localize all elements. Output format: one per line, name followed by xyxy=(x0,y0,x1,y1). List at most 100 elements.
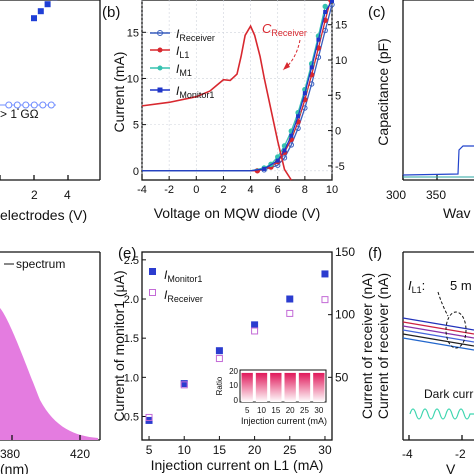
panel-e-monitor1-marker xyxy=(251,321,259,329)
panel-b-series-marker xyxy=(275,158,280,163)
panel-e-inset-y-axis-label: Ratio xyxy=(215,376,224,395)
panel-b-series-line xyxy=(141,24,292,181)
panel-e-inset-xtick-label: 25 xyxy=(300,406,309,415)
panel-f-curve-5 xyxy=(402,333,474,347)
panel-e-inset-ytick-10: 10 xyxy=(229,381,238,390)
panel-e-ytick-label: 2.0 xyxy=(124,294,139,306)
legend-text-m1: IM1 xyxy=(176,62,192,78)
legend-text-receiver: IReceiver xyxy=(176,27,215,43)
panel-b-xtick-label: 10 xyxy=(326,184,338,196)
panel-e-y2tick-label: 150 xyxy=(335,245,355,259)
panel-e-marks xyxy=(145,270,329,424)
panel-b-xtick-label: 4 xyxy=(248,184,254,196)
panel-d-xtick-380: 380 xyxy=(0,447,20,461)
panel-e-legend-text-receiver: IReceiver xyxy=(164,288,203,304)
legend-text-monitor1: IMonitor1 xyxy=(176,84,214,100)
panel-e-inset-bars xyxy=(241,372,325,402)
panel-b-label: (b) xyxy=(102,4,120,21)
panel-e-inset-bar xyxy=(241,372,253,402)
panel-c-label: (c) xyxy=(368,4,386,21)
panel-e-inset-xticks: 5 10 15 20 25 30 xyxy=(245,406,324,415)
panel-e-receiver-marker xyxy=(145,413,153,421)
panel-f-curve-6 xyxy=(402,337,474,351)
panel-b-series-marker xyxy=(296,114,301,119)
panel-e-monitor1-marker xyxy=(286,295,294,303)
panel-b-legend: IReceiver IL1 IM1 IMonitor1 xyxy=(150,27,215,100)
panel-f-dark-current-label: Dark curr xyxy=(424,387,473,401)
legend-marker-receiver xyxy=(157,30,163,36)
panel-a-open-marker xyxy=(13,101,21,109)
panel-e-monitor1-marker xyxy=(180,380,188,388)
panel-e-y2tick-label: 50 xyxy=(335,370,349,384)
panel-b-y2tick-label: 15 xyxy=(335,20,347,32)
panel-e-ytick-label: 1.5 xyxy=(124,333,139,345)
panel-a-xtick-2: 2 xyxy=(31,188,38,202)
panel-e-ytick-label: 2.5 xyxy=(124,255,139,267)
panel-e-y2tick-label: 100 xyxy=(335,308,355,322)
panel-e-monitor1-marker xyxy=(321,270,329,278)
panel-c-curve-blue xyxy=(402,145,474,176)
panel-f-highlight-ellipse xyxy=(445,311,467,349)
panel-e-inset-bar xyxy=(284,372,296,402)
panel-a-open-marker xyxy=(30,101,38,109)
panel-e-inset-x-axis-label: Injection current (mA) xyxy=(241,416,327,426)
panel-e-inset-bar xyxy=(255,372,268,402)
panel-d-xtick-420: 420 xyxy=(70,447,90,461)
panel-b-series-line xyxy=(142,0,333,172)
panel-e-xtick-label: 25 xyxy=(283,443,297,457)
panel-b-series-marker xyxy=(289,133,294,138)
panel-a: 2 4 electrodes (V) > 1 GΩ xyxy=(0,0,101,223)
panel-f-arrow xyxy=(437,291,449,317)
panel-f-x-axis-label: V xyxy=(446,461,456,474)
panel-e-xtick-label: 10 xyxy=(178,443,192,457)
panel-f-l1-label: IL1: xyxy=(408,278,425,295)
panel-e-inset-ytick-0: 0 xyxy=(234,396,239,405)
panel-e-inset-xtick-label: 30 xyxy=(314,406,323,415)
panel-b-xtick-label: 2 xyxy=(220,184,226,196)
panel-a-x-axis-label: electrodes (V) xyxy=(0,207,87,223)
panel-d: spectrum 380 420 (nm) xyxy=(0,251,101,474)
panel-b-series-marker xyxy=(262,166,267,171)
panel-e-x-axis-label: Injection current on L1 (mA) xyxy=(151,457,324,473)
panel-e-receiver-marker xyxy=(321,296,329,304)
panel-d-x-axis-label: (nm) xyxy=(0,461,29,474)
panel-f-dark-current-curve xyxy=(409,408,474,420)
panel-b: (b) -4 -2 0 2 4 6 8 10 0 5 10 15 -5 0 5 10 15 Voltage on… xyxy=(102,0,347,221)
panel-f-curve-2 xyxy=(402,321,474,335)
panel-b-xtick-label: 0 xyxy=(193,184,199,196)
panel-b-xtick-label: 6 xyxy=(275,184,281,196)
panel-a-open-marker xyxy=(39,101,47,109)
panel-e-xtick-label: 15 xyxy=(213,443,227,457)
panel-a-filled-marker xyxy=(37,8,44,15)
panel-e-y-axis-label-left: Current of monitor1 (μA) xyxy=(111,270,127,421)
panel-f-curve-4 xyxy=(402,329,474,343)
panel-a-open-marker xyxy=(47,101,55,109)
panel-a-xtick-4: 4 xyxy=(64,188,71,202)
panel-e-xtick-label: 5 xyxy=(146,443,153,457)
panel-f-l1-value: 5 m xyxy=(450,278,472,293)
panel-e-ytick-label: 0.5 xyxy=(124,412,139,424)
panel-b-y2tick-label: 0 xyxy=(335,126,341,138)
panel-b-series-marker xyxy=(322,3,328,10)
panel-e-xtick-label: 30 xyxy=(318,443,332,457)
panel-b-xtick-label: -2 xyxy=(164,184,174,196)
panel-f-curve-3 xyxy=(402,325,474,339)
panel-c-x-axis-label: Wav xyxy=(443,205,470,221)
panel-b-x-axis-label: Voltage on MQW diode (V) xyxy=(154,205,321,221)
panel-e-inset-xtick-label: 10 xyxy=(257,406,266,415)
panel-f-curve-1 xyxy=(402,317,474,331)
panel-c-xtick-300: 300 xyxy=(386,188,406,202)
panel-e-inset-xtick-label: 20 xyxy=(286,406,295,415)
panel-e-xtick-label: 20 xyxy=(248,443,262,457)
panel-e-receiver-marker xyxy=(251,327,259,335)
panel-b-y-axis-label: Current (mA) xyxy=(111,52,127,133)
panel-f-xtick-minus2: -2 xyxy=(455,447,466,461)
panel-b-xtick-label: -4 xyxy=(137,184,147,196)
panel-e-legend-marker-monitor1 xyxy=(149,268,156,275)
panel-e-inset-bar xyxy=(270,372,282,402)
panel-b-y2tick-label: -5 xyxy=(335,161,345,173)
panel-b-ytick-label: 0 xyxy=(133,166,139,178)
panel-e-receiver-marker xyxy=(180,381,188,389)
panel-e-inset-xtick-label: 5 xyxy=(245,406,250,415)
